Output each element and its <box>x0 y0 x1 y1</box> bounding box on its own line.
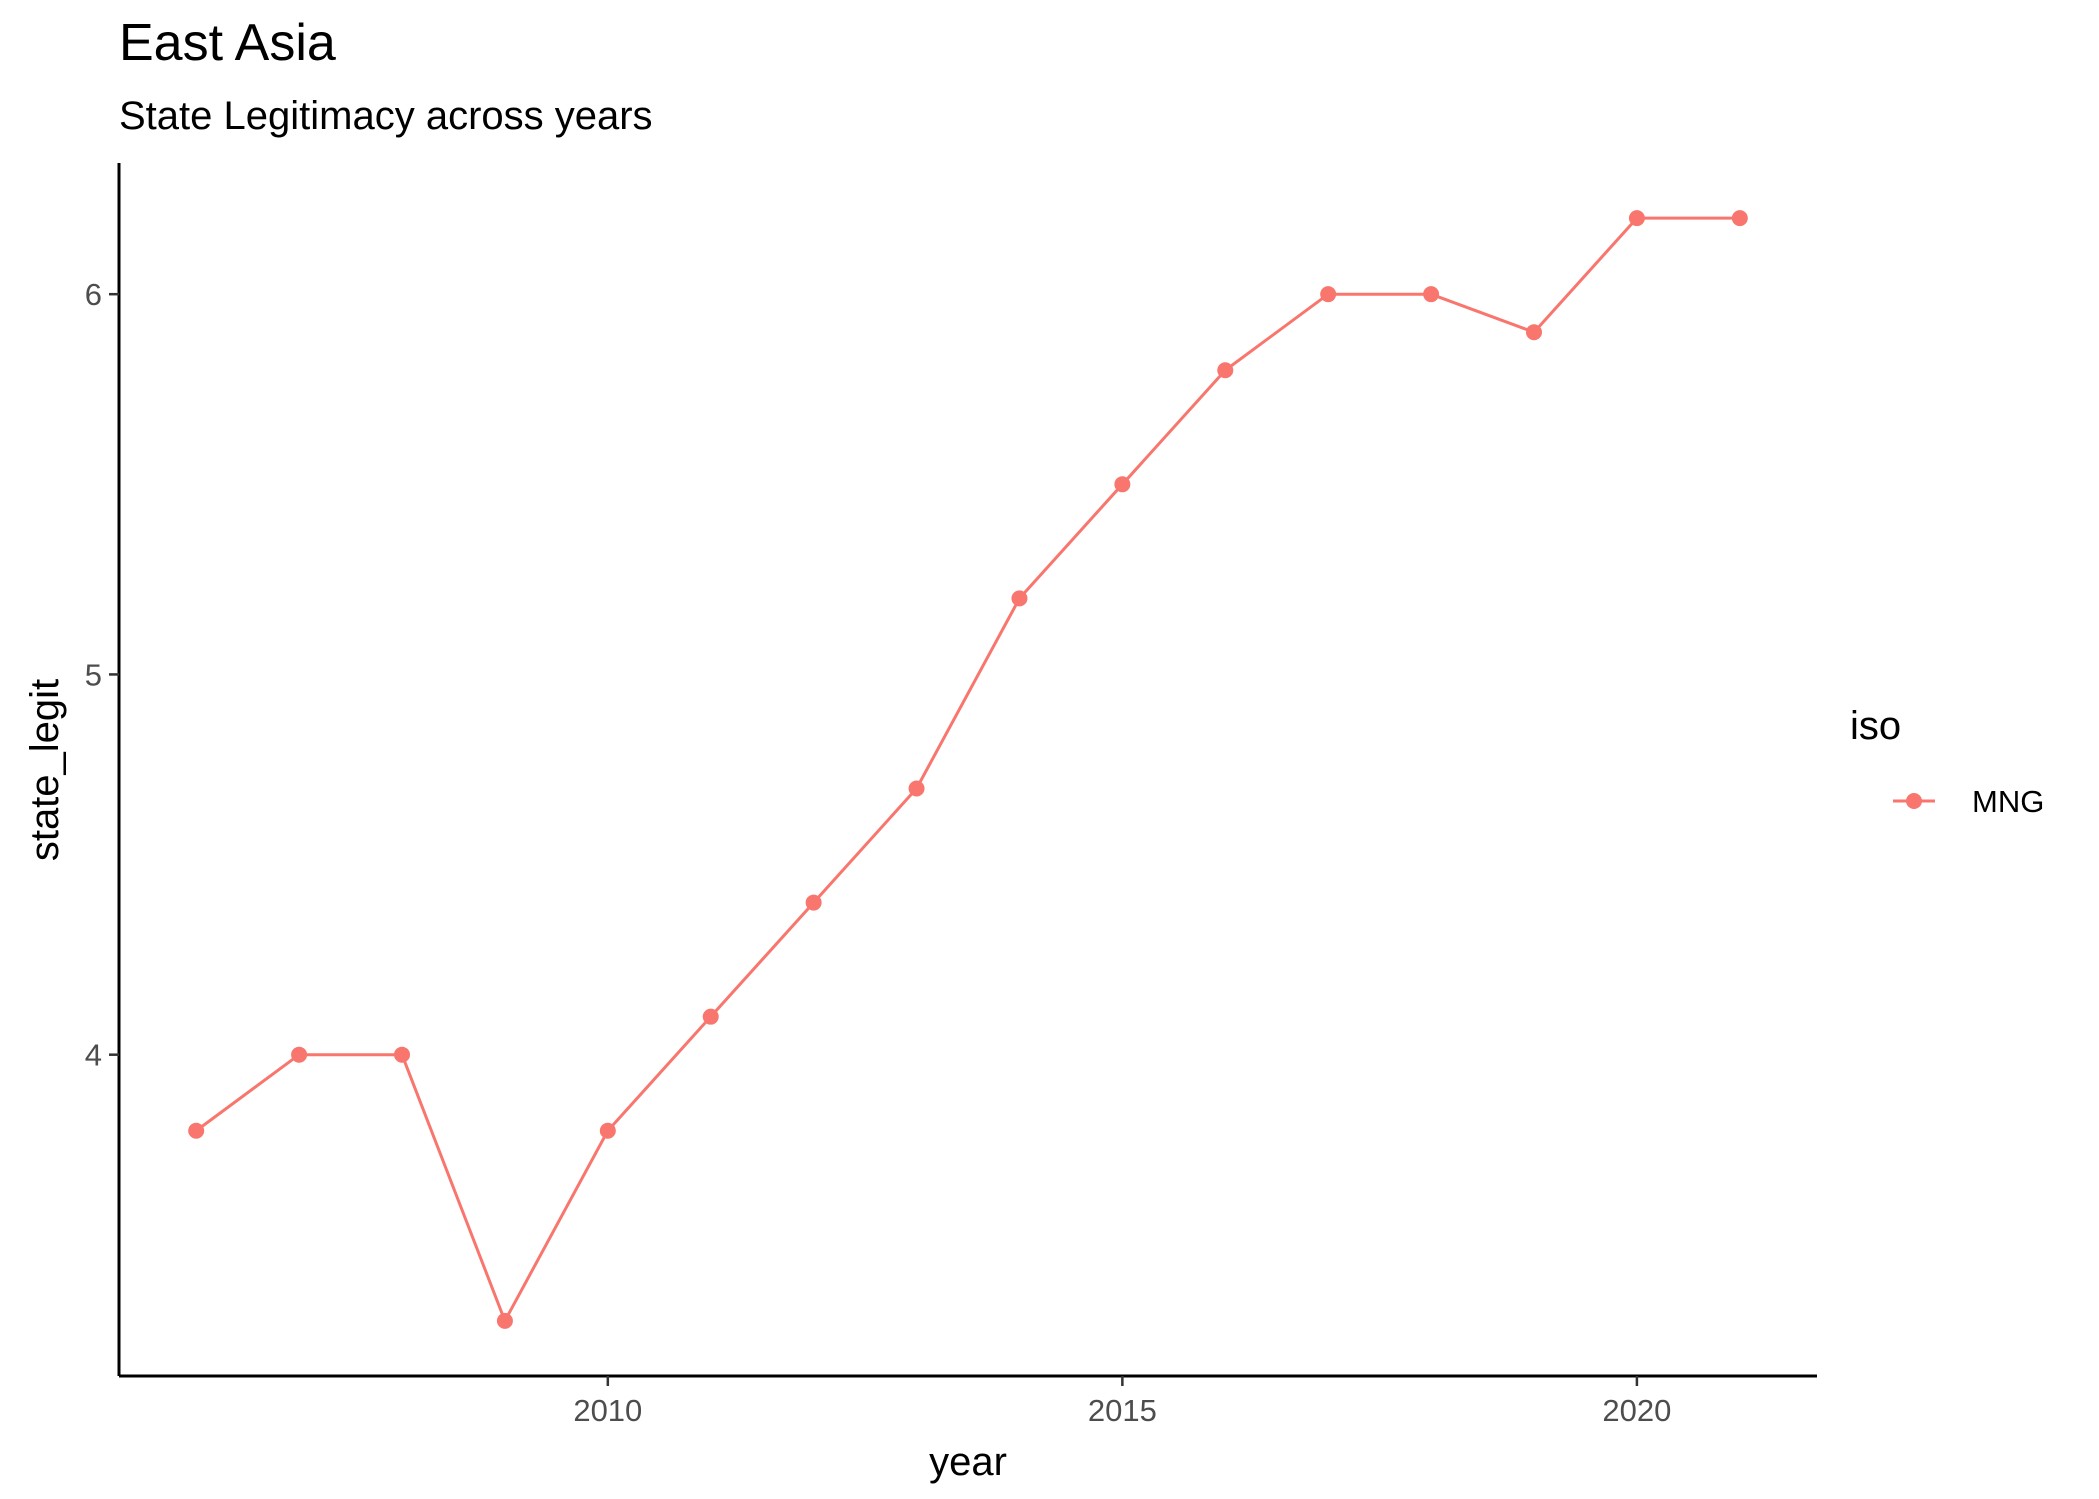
legend-key-point <box>1906 793 1922 809</box>
data-point <box>1320 286 1337 303</box>
legend: iso MNG <box>1850 704 2044 819</box>
x-axis-title: year <box>929 1440 1007 1484</box>
data-point <box>188 1122 205 1139</box>
legend-label: MNG <box>1972 784 2044 819</box>
series-line-mng <box>195 216 1740 1323</box>
x-tick-label: 2010 <box>573 1393 642 1428</box>
y-axis-title: state_legit <box>23 679 67 861</box>
series-layer <box>188 210 1748 1329</box>
data-point <box>702 1008 719 1025</box>
legend-title: iso <box>1850 704 1901 748</box>
y-tick-label: 4 <box>85 1038 102 1073</box>
x-tick-label: 2015 <box>1088 1393 1157 1428</box>
data-point <box>1114 476 1131 493</box>
legend-items: MNG <box>1893 784 2044 819</box>
data-point <box>908 780 925 797</box>
data-point <box>291 1046 308 1063</box>
y-tick-label: 6 <box>85 277 102 312</box>
data-point <box>805 894 822 911</box>
data-point <box>394 1046 410 1063</box>
y-tick-label: 5 <box>85 657 102 692</box>
plot-panel: 2010 2015 2020 4 5 6 <box>85 163 1817 1428</box>
data-point <box>1526 324 1542 341</box>
chart-subtitle: State Legitimacy across years <box>119 94 653 138</box>
data-point <box>496 1312 513 1329</box>
data-point <box>1731 210 1748 227</box>
data-point <box>1011 590 1028 607</box>
data-point <box>1423 286 1440 303</box>
chart-title: East Asia <box>119 14 336 72</box>
data-point <box>1628 210 1645 227</box>
data-point <box>1217 362 1234 379</box>
axis-ticks: 2010 2015 2020 4 5 6 <box>85 277 1672 1428</box>
x-tick-label: 2020 <box>1602 1393 1671 1428</box>
data-point <box>599 1122 616 1139</box>
